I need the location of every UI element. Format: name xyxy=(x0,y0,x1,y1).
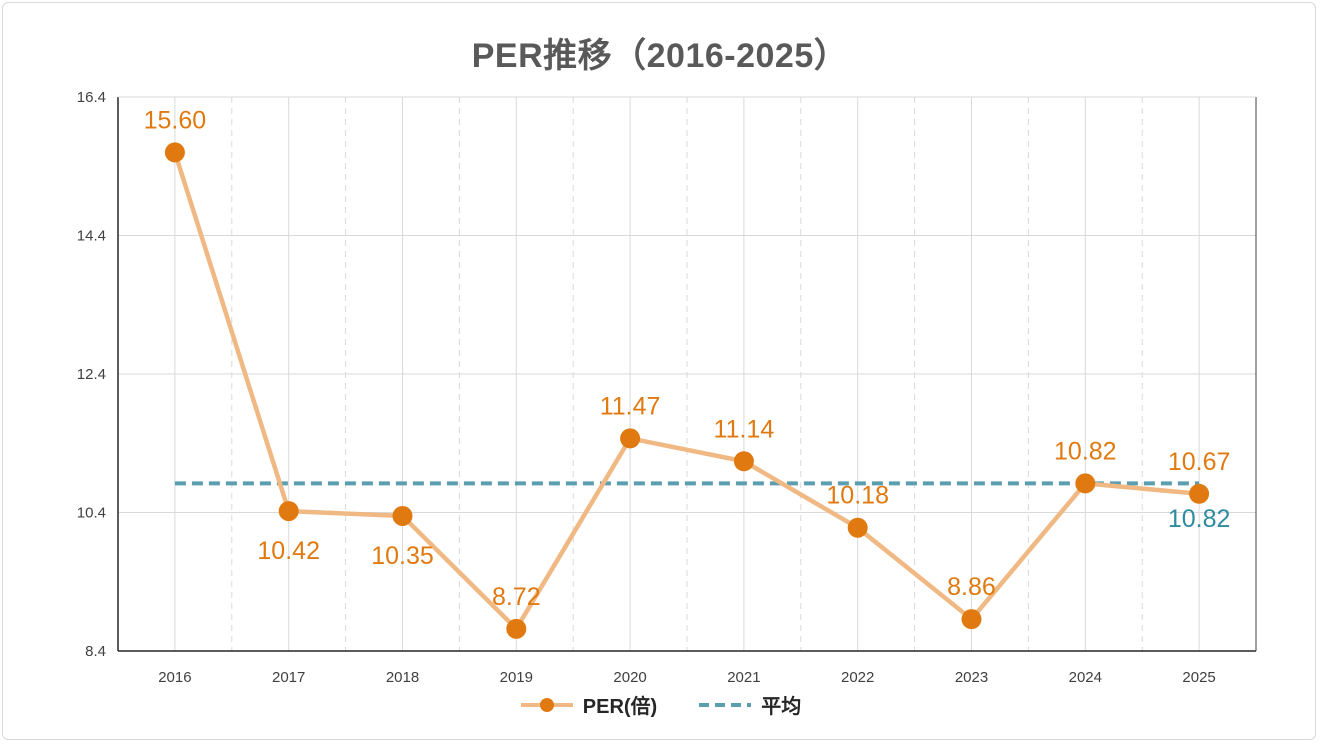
per-point xyxy=(962,609,982,629)
y-tick-label: 16.4 xyxy=(77,89,106,106)
legend-item-per[interactable]: PER(倍) xyxy=(519,690,657,719)
x-tick-label: 2018 xyxy=(386,669,419,686)
per-point xyxy=(1189,484,1209,504)
y-tick-label: 10.4 xyxy=(77,505,106,522)
y-tick-label: 14.4 xyxy=(77,228,106,245)
legend-label-average: 平均 xyxy=(761,690,801,719)
per-data-label: 8.72 xyxy=(492,583,541,611)
per-data-label: 15.60 xyxy=(144,106,207,134)
x-tick-label: 2021 xyxy=(727,669,760,686)
per-point xyxy=(393,506,413,526)
y-tick-label: 12.4 xyxy=(77,366,106,383)
per-point xyxy=(506,619,526,639)
per-data-label: 10.82 xyxy=(1054,437,1117,465)
per-data-label: 10.42 xyxy=(257,537,320,565)
line-chart: 8.4 10.4 12.4 14.4 16.4 2016 2017 2018 2019 2020 2… xyxy=(0,0,1320,744)
x-tick-label: 2017 xyxy=(272,669,305,686)
per-point xyxy=(1075,473,1095,493)
per-point xyxy=(620,428,640,448)
average-data-label: 10.82 xyxy=(1168,505,1231,533)
per-data-label: 11.47 xyxy=(600,392,661,420)
x-tick-label: 2020 xyxy=(613,669,646,686)
per-data-label: 10.67 xyxy=(1168,448,1231,476)
per-point xyxy=(734,451,754,471)
x-tick-label: 2024 xyxy=(1069,669,1102,686)
per-data-label: 11.14 xyxy=(714,415,775,443)
y-tick-label: 8.4 xyxy=(85,643,106,660)
legend-item-average[interactable]: 平均 xyxy=(697,690,801,719)
per-data-label: 8.86 xyxy=(947,573,996,601)
per-point xyxy=(165,142,185,162)
legend: PER(倍) 平均 xyxy=(0,690,1320,719)
x-tick-label: 2022 xyxy=(841,669,874,686)
x-tick-label: 2016 xyxy=(158,669,191,686)
x-tick-label: 2023 xyxy=(955,669,988,686)
x-tick-label: 2025 xyxy=(1182,669,1215,686)
legend-marker-average xyxy=(697,695,753,715)
x-tick-label: 2019 xyxy=(500,669,533,686)
per-data-label: 10.35 xyxy=(371,542,434,570)
per-point xyxy=(279,501,299,521)
legend-label-per: PER(倍) xyxy=(583,690,657,719)
legend-marker-per xyxy=(519,695,575,715)
per-data-label: 10.18 xyxy=(826,482,889,510)
per-point xyxy=(848,518,868,538)
